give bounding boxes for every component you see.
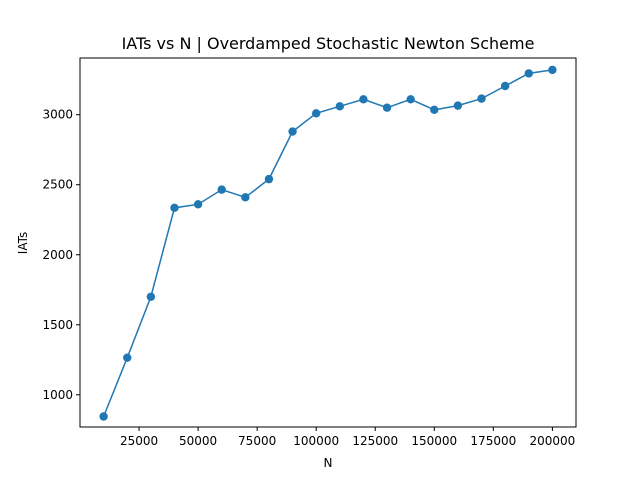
data-point: [146, 292, 156, 301]
data-point: [477, 94, 486, 103]
data-point: [170, 203, 179, 213]
data-point: [430, 105, 439, 115]
y-axis-label: IATs: [16, 232, 30, 254]
data-point: [382, 103, 392, 112]
data-point: [524, 69, 533, 78]
data-point: [288, 127, 297, 136]
data-point: [264, 174, 274, 184]
x-axis-label: N: [324, 456, 333, 470]
x-tick-label: 150000: [411, 434, 457, 448]
x-axis: 25000 50000 75000 100000 125000 150000 175000 2…: [120, 427, 575, 448]
data-point: [123, 353, 132, 362]
x-tick-label: 125000: [352, 434, 398, 448]
data-point: [99, 412, 108, 421]
x-tick-label: 25000: [120, 434, 158, 448]
axes-frame: [79, 57, 577, 428]
data-point: [359, 95, 368, 104]
data-point: [241, 193, 250, 202]
y-tick-label: 2000: [42, 248, 73, 262]
x-tick-label: 175000: [470, 434, 516, 448]
y-tick-label: 1000: [42, 388, 73, 402]
y-tick-label: 3000: [42, 108, 73, 122]
x-tick-label: 200000: [529, 434, 575, 448]
data-point: [311, 109, 321, 118]
data-point: [500, 81, 510, 91]
y-tick-label: 1500: [42, 318, 73, 332]
y-axis: 1000 1500 2000 2500 3000: [42, 108, 80, 402]
x-tick-label: 100000: [293, 434, 339, 448]
chart-title: IATs vs N | Overdamped Stochastic Newton…: [122, 34, 535, 53]
data-point: [406, 95, 415, 104]
x-tick-label: 75000: [238, 434, 276, 448]
data-point: [193, 200, 203, 209]
x-tick-label: 50000: [179, 434, 217, 448]
data-point: [453, 101, 463, 110]
y-tick-label: 2500: [42, 178, 73, 192]
series-group: [99, 65, 557, 421]
data-point: [335, 102, 345, 111]
data-point: [217, 185, 226, 194]
data-point: [548, 65, 557, 75]
plot-area: [79, 57, 577, 428]
